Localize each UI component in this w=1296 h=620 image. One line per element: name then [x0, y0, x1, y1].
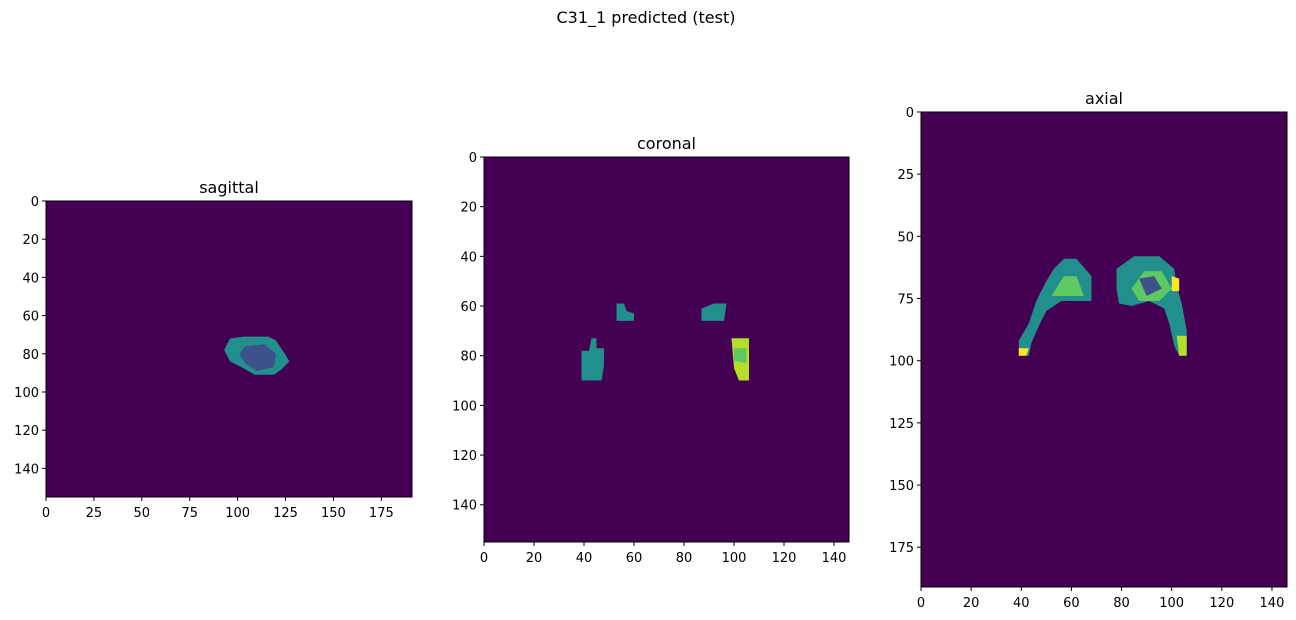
axial-region-5 [1171, 276, 1180, 292]
sagittal-ytick-label-3: 60 [22, 310, 39, 325]
axial-region-3 [1116, 256, 1187, 356]
axial-ytick-label-3: 75 [897, 293, 914, 308]
axial-xtick-label-7: 140 [1260, 596, 1285, 611]
sagittal-frame [45, 200, 413, 498]
coronal-ytick-label-0: 0 [469, 151, 477, 166]
axial-xtick-label-1: 20 [963, 596, 980, 611]
sagittal-ytick-label-1: 20 [22, 233, 39, 248]
coronal-xtick-label-1: 20 [526, 551, 543, 566]
coronal-region-4 [734, 348, 747, 364]
coronal-xtick-label-4: 80 [676, 551, 693, 566]
coronal-ytick-label-5: 100 [452, 399, 477, 414]
sagittal-title: sagittal [199, 178, 259, 197]
panel-axial: axial 0 20 40 60 80 100 120 140 0 25 50 75 100 125 150 1… [889, 89, 1288, 611]
coronal-xtick-label-2: 40 [576, 551, 593, 566]
coronal-xtick-label-7: 140 [822, 551, 847, 566]
figure-suptitle: C31_1 predicted (test) [557, 8, 736, 28]
coronal-ytick-label-7: 140 [452, 499, 477, 514]
axial-xtick-label-2: 40 [1013, 596, 1030, 611]
coronal-xtick-label-0: 0 [480, 551, 488, 566]
axial-frame [920, 111, 1288, 588]
axial-ytick-label-6: 150 [889, 479, 914, 494]
panel-sagittal: sagittal 0 25 50 75 100 125 150 175 0 20 40 60 80 100 1… [14, 178, 413, 521]
axial-image [921, 112, 1287, 587]
axial-xtick-label-5: 100 [1159, 596, 1184, 611]
axial-xtick-label-3: 60 [1063, 596, 1080, 611]
sagittal-xtick-label-1: 25 [86, 506, 103, 521]
sagittal-ytick-label-6: 120 [14, 424, 39, 439]
axial-region-6 [1176, 335, 1187, 356]
coronal-xtick-label-6: 120 [772, 551, 797, 566]
sagittal-ytick-label-4: 80 [22, 348, 39, 363]
axial-ytick-label-0: 0 [906, 106, 914, 121]
coronal-xtick-label-5: 100 [722, 551, 747, 566]
axial-region-1 [1051, 276, 1084, 296]
sagittal-xtick-label-2: 50 [134, 506, 151, 521]
sagittal-xtick-label-0: 0 [42, 506, 50, 521]
coronal-region-0 [616, 303, 634, 321]
coronal-frame [483, 156, 850, 543]
coronal-ytick-label-3: 60 [460, 300, 477, 315]
coronal-region-1 [701, 303, 727, 321]
axial-ytick-label-4: 100 [889, 355, 914, 370]
sagittal-xtick-label-3: 75 [181, 506, 198, 521]
axial-xtick-label-0: 0 [917, 596, 925, 611]
sagittal-ytick-label-2: 40 [22, 271, 39, 286]
coronal-title: coronal [637, 134, 696, 153]
axial-ytick-label-7: 175 [889, 541, 914, 556]
coronal-region-2 [581, 338, 604, 381]
sagittal-xtick-label-7: 175 [369, 506, 394, 521]
axial-ytick-label-5: 125 [889, 417, 914, 432]
coronal-ytick-label-4: 80 [460, 350, 477, 365]
axial-region-7 [1139, 276, 1162, 296]
axial-xtick-label-6: 120 [1209, 596, 1234, 611]
coronal-xtick-label-3: 60 [626, 551, 643, 566]
coronal-ytick-label-1: 20 [460, 201, 477, 216]
panel-coronal: coronal 0 20 40 60 80 100 120 140 0 20 40 60 80 100 120… [452, 134, 850, 566]
sagittal-ytick-label-0: 0 [31, 195, 39, 210]
coronal-image [484, 157, 849, 542]
sagittal-xtick-label-4: 100 [225, 506, 250, 521]
sagittal-ytick-label-5: 100 [14, 386, 39, 401]
sagittal-xtick-label-6: 150 [321, 506, 346, 521]
axial-ytick-label-1: 25 [897, 168, 914, 183]
sagittal-xtick-label-5: 125 [273, 506, 298, 521]
sagittal-ytick-label-7: 140 [14, 462, 39, 477]
coronal-ytick-label-6: 120 [452, 449, 477, 464]
coronal-ytick-label-2: 40 [460, 250, 477, 265]
axial-title: axial [1085, 89, 1123, 108]
axial-ytick-label-2: 50 [897, 230, 914, 245]
axial-xtick-label-4: 80 [1113, 596, 1130, 611]
sagittal-region-1 [239, 344, 276, 371]
axial-region-2 [1018, 348, 1029, 356]
